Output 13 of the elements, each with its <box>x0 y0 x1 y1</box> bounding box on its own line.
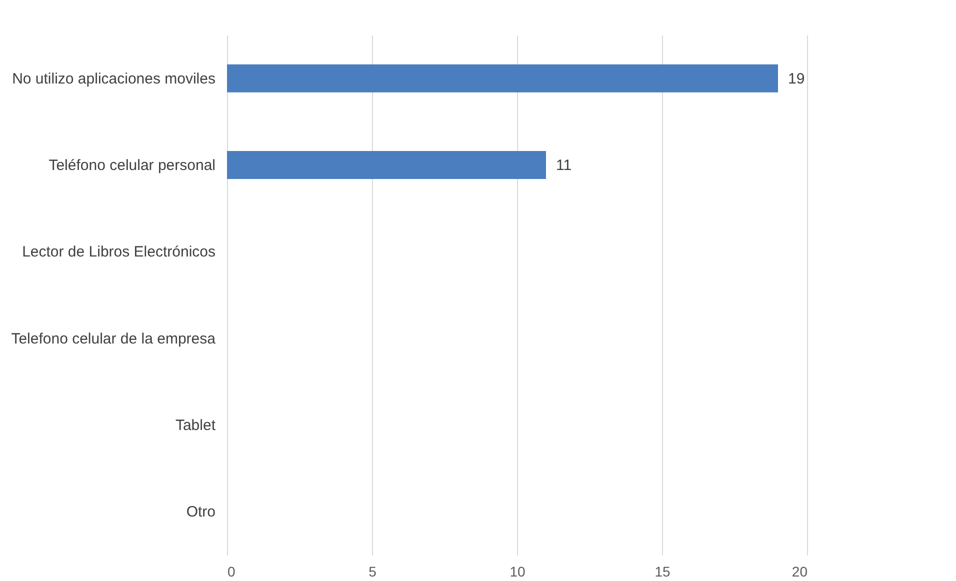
y-tick-label: Telefono celular de la empresa <box>11 330 216 348</box>
y-tick-label: Otro <box>186 504 216 521</box>
data-label: 11 <box>556 157 572 174</box>
data-label: 19 <box>788 70 805 88</box>
x-tick-label: 0 <box>228 564 236 580</box>
y-tick-label: Lector de Libros Electrónicos <box>22 244 216 261</box>
y-tick-label: Tablet <box>175 417 216 434</box>
x-tick-label: 20 <box>792 564 808 580</box>
y-tick-label: Teléfono celular personal <box>48 157 216 174</box>
x-tick-label: 10 <box>510 564 526 580</box>
y-tick-label: No utilizo aplicaciones moviles <box>12 70 216 88</box>
x-tick-label: 5 <box>368 564 377 580</box>
x-tick-label: 15 <box>654 564 670 580</box>
